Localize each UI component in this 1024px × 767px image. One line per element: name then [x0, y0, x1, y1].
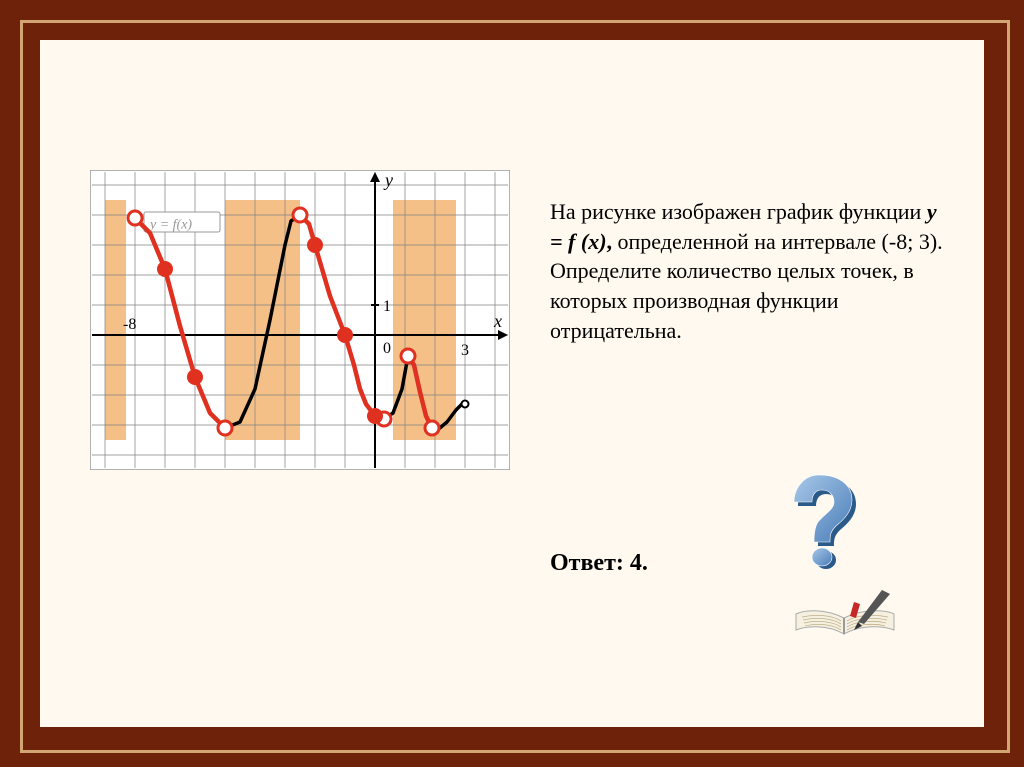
svg-text:-8: -8: [123, 316, 136, 333]
svg-text:0: 0: [383, 340, 391, 357]
content-panel: y x -8 3 1 0 y = f(x) На рисунке изображен гра…: [40, 40, 984, 727]
problem-text-area: На рисунке изображен график функции y = …: [550, 175, 950, 367]
function-chart: y x -8 3 1 0 y = f(x): [90, 170, 510, 470]
svg-text:y = f(x): y = f(x): [148, 218, 192, 233]
problem-intro: На рисунке изображен график функции: [550, 199, 927, 224]
problem-statement: На рисунке изображен график функции y = …: [550, 197, 950, 345]
answer: Ответ: 4.: [550, 550, 648, 577]
svg-text:1: 1: [383, 298, 391, 315]
answer-label: Ответ: 4.: [550, 550, 648, 576]
svg-text:x: x: [493, 311, 502, 331]
svg-text:y: y: [383, 170, 393, 190]
decoration: [774, 460, 914, 640]
svg-text:3: 3: [461, 342, 469, 359]
